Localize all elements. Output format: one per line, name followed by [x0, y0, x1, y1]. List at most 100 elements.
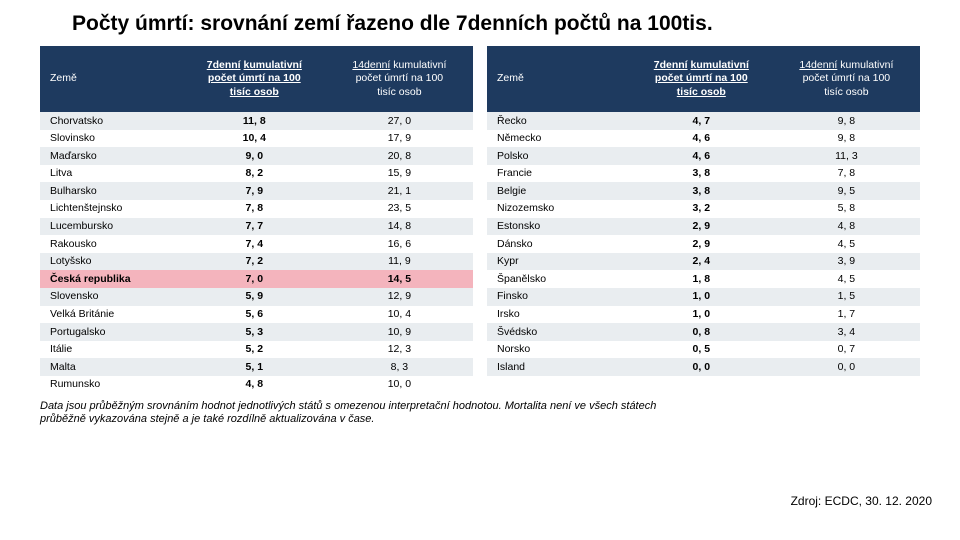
cell-14day: 14, 5	[326, 270, 473, 288]
tables-container: Země 7denní kumulativní počet úmrtí na 1…	[40, 46, 920, 394]
cell-country: Portugalsko	[40, 323, 183, 341]
cell-14day: 16, 6	[326, 235, 473, 253]
table-row: Finsko1, 01, 5	[487, 288, 920, 306]
cell-country: Norsko	[487, 341, 630, 359]
cell-country: Francie	[487, 165, 630, 183]
cell-7day: 7, 8	[183, 200, 326, 218]
cell-country: Polsko	[487, 147, 630, 165]
cell-7day: 2, 4	[630, 253, 773, 271]
right-table: Země 7denní kumulativní počet úmrtí na 1…	[487, 46, 920, 376]
cell-14day: 10, 9	[326, 323, 473, 341]
cell-country: Rakousko	[40, 235, 183, 253]
cell-7day: 5, 6	[183, 306, 326, 324]
cell-14day: 7, 8	[773, 165, 920, 183]
cell-14day: 1, 7	[773, 306, 920, 324]
cell-14day: 4, 8	[773, 218, 920, 236]
cell-14day: 9, 8	[773, 112, 920, 130]
cell-14day: 12, 3	[326, 341, 473, 359]
col-7day-header: 7denní kumulativní počet úmrtí na 100 ti…	[183, 46, 326, 112]
cell-country: Španělsko	[487, 270, 630, 288]
cell-country: Finsko	[487, 288, 630, 306]
cell-country: Slovensko	[40, 288, 183, 306]
table-row: Rakousko7, 416, 6	[40, 235, 473, 253]
cell-country: Chorvatsko	[40, 112, 183, 130]
cell-14day: 4, 5	[773, 235, 920, 253]
cell-country: Litva	[40, 165, 183, 183]
cell-7day: 5, 3	[183, 323, 326, 341]
cell-7day: 3, 2	[630, 200, 773, 218]
table-row: Itálie5, 212, 3	[40, 341, 473, 359]
table-row: Lucembursko7, 714, 8	[40, 218, 473, 236]
cell-7day: 4, 7	[630, 112, 773, 130]
cell-country: Nizozemsko	[487, 200, 630, 218]
cell-7day: 1, 8	[630, 270, 773, 288]
cell-14day: 8, 3	[326, 358, 473, 376]
cell-country: Řecko	[487, 112, 630, 130]
table-row: Estonsko2, 94, 8	[487, 218, 920, 236]
cell-14day: 0, 7	[773, 341, 920, 359]
cell-7day: 5, 1	[183, 358, 326, 376]
cell-country: Švédsko	[487, 323, 630, 341]
cell-14day: 12, 9	[326, 288, 473, 306]
cell-7day: 3, 8	[630, 165, 773, 183]
cell-7day: 7, 7	[183, 218, 326, 236]
table-row: Dánsko2, 94, 5	[487, 235, 920, 253]
cell-country: Německo	[487, 130, 630, 148]
cell-7day: 3, 8	[630, 182, 773, 200]
table-row: Švédsko0, 83, 4	[487, 323, 920, 341]
page-title: Počty úmrtí: srovnání zemí řazeno dle 7d…	[40, 12, 920, 36]
table-row: Lotyšsko7, 211, 9	[40, 253, 473, 271]
left-table-wrap: Země 7denní kumulativní počet úmrtí na 1…	[40, 46, 473, 394]
cell-7day: 5, 2	[183, 341, 326, 359]
cell-country: Irsko	[487, 306, 630, 324]
cell-country: Lotyšsko	[40, 253, 183, 271]
cell-country: Lucembursko	[40, 218, 183, 236]
table-row: Rumunsko4, 810, 0	[40, 376, 473, 394]
cell-14day: 23, 5	[326, 200, 473, 218]
cell-7day: 8, 2	[183, 165, 326, 183]
footnote-text: Data jsou průběžným srovnáním hodnot jed…	[40, 400, 660, 428]
table-row: Francie3, 87, 8	[487, 165, 920, 183]
cell-7day: 1, 0	[630, 288, 773, 306]
cell-14day: 5, 8	[773, 200, 920, 218]
cell-7day: 5, 9	[183, 288, 326, 306]
cell-7day: 11, 8	[183, 112, 326, 130]
cell-14day: 1, 5	[773, 288, 920, 306]
col-country-header: Země	[40, 46, 183, 112]
table-row: Lichtenštejnsko7, 823, 5	[40, 200, 473, 218]
cell-country: Island	[487, 358, 630, 376]
cell-country: Belgie	[487, 182, 630, 200]
cell-country: Kypr	[487, 253, 630, 271]
table-row: Německo4, 69, 8	[487, 130, 920, 148]
cell-7day: 9, 0	[183, 147, 326, 165]
cell-14day: 20, 8	[326, 147, 473, 165]
cell-country: Rumunsko	[40, 376, 183, 394]
cell-7day: 7, 4	[183, 235, 326, 253]
cell-7day: 0, 0	[630, 358, 773, 376]
cell-7day: 4, 6	[630, 147, 773, 165]
cell-country: Slovinsko	[40, 130, 183, 148]
col-country-header: Země	[487, 46, 630, 112]
cell-14day: 27, 0	[326, 112, 473, 130]
cell-14day: 3, 4	[773, 323, 920, 341]
cell-country: Lichtenštejnsko	[40, 200, 183, 218]
table-row: Španělsko1, 84, 5	[487, 270, 920, 288]
table-row: Česká republika7, 014, 5	[40, 270, 473, 288]
cell-14day: 11, 3	[773, 147, 920, 165]
cell-14day: 9, 5	[773, 182, 920, 200]
table-row: Malta5, 18, 3	[40, 358, 473, 376]
right-table-wrap: Země 7denní kumulativní počet úmrtí na 1…	[487, 46, 920, 394]
table-row: Nizozemsko3, 25, 8	[487, 200, 920, 218]
cell-7day: 2, 9	[630, 218, 773, 236]
cell-7day: 4, 6	[630, 130, 773, 148]
cell-7day: 0, 8	[630, 323, 773, 341]
table-row: Velká Británie5, 610, 4	[40, 306, 473, 324]
cell-country: Malta	[40, 358, 183, 376]
table-row: Řecko4, 79, 8	[487, 112, 920, 130]
cell-14day: 0, 0	[773, 358, 920, 376]
cell-country: Česká republika	[40, 270, 183, 288]
cell-country: Dánsko	[487, 235, 630, 253]
cell-14day: 17, 9	[326, 130, 473, 148]
header-row: Země 7denní kumulativní počet úmrtí na 1…	[487, 46, 920, 112]
source-text: Zdroj: ECDC, 30. 12. 2020	[791, 494, 932, 508]
